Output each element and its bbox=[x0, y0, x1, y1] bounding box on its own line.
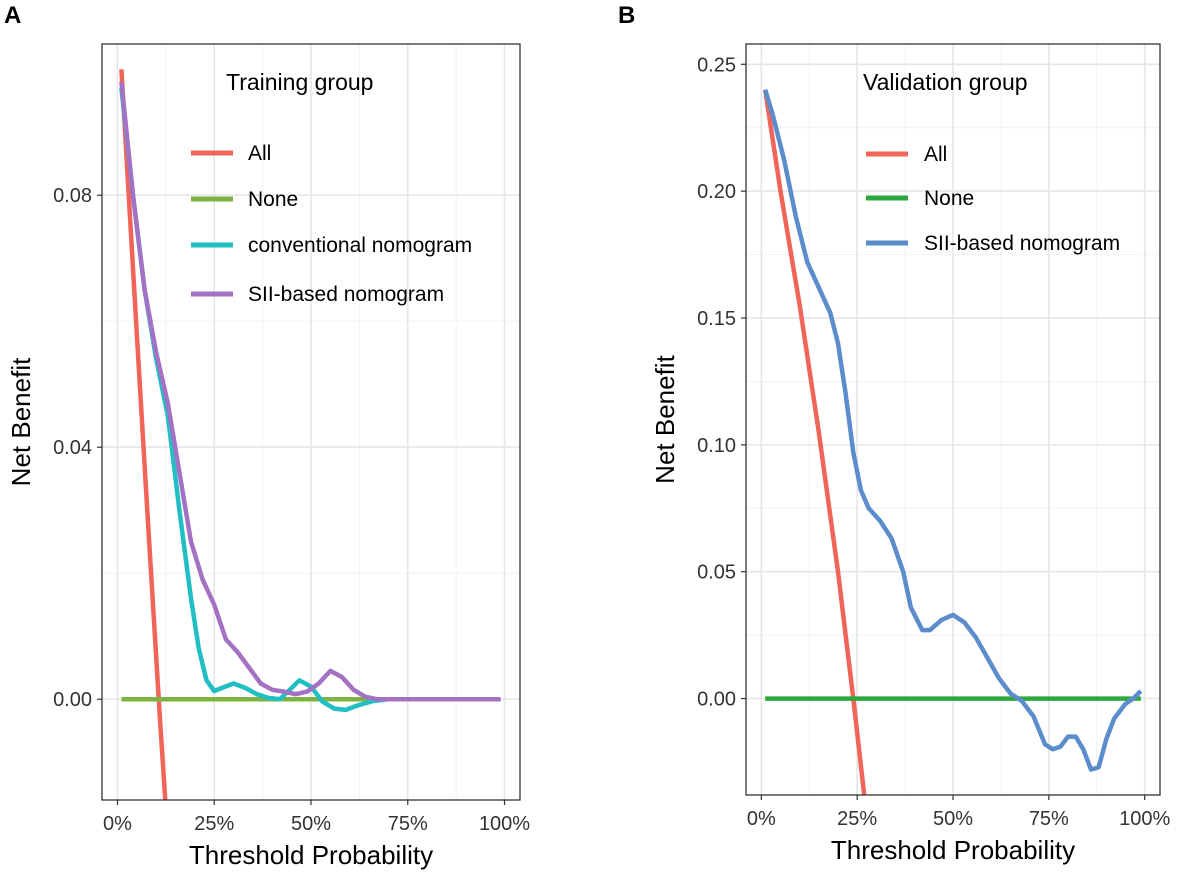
legend-label: None bbox=[248, 188, 298, 211]
legend: Training group All None conventional nomogr… bbox=[191, 69, 472, 306]
series-line-sii-based-nomogram bbox=[119, 81, 501, 702]
x-axis-title: Threshold Probability bbox=[831, 835, 1075, 865]
y-axis-title: Net Benefit bbox=[650, 354, 680, 483]
y-tick-label: 0.04 bbox=[53, 437, 92, 459]
panel-b: 0% 25% 50% 75% 100% 0.00 0.05 0.10 0.15 0.20 0.25 T… bbox=[650, 43, 1170, 865]
y-tick-label: 0.15 bbox=[697, 308, 736, 330]
x-tick-label: 0% bbox=[747, 808, 776, 830]
series-line-sii-based-nomogram bbox=[763, 89, 1143, 772]
x-tick-label: 50% bbox=[291, 813, 331, 835]
legend-label: SII-based nomogram bbox=[248, 283, 444, 306]
y-tick-label: 0.10 bbox=[697, 435, 736, 457]
x-tick-label: 50% bbox=[933, 808, 973, 830]
legend-title: Validation group bbox=[863, 69, 1028, 95]
y-tick-label: 0.05 bbox=[697, 562, 736, 584]
x-tick-label: 75% bbox=[1029, 808, 1069, 830]
panel-label-b: B bbox=[618, 2, 636, 29]
series-group bbox=[762, 89, 1143, 795]
y-tick-label: 0.00 bbox=[53, 689, 92, 711]
series-line-all bbox=[119, 69, 168, 800]
legend-label: All bbox=[248, 142, 271, 165]
x-tick-label: 100% bbox=[479, 813, 530, 835]
legend: Validation group All None SII-based nomogra… bbox=[863, 69, 1120, 255]
y-tick-label: 0.00 bbox=[697, 689, 736, 711]
legend-label: All bbox=[924, 143, 947, 166]
panel-label-a: A bbox=[4, 2, 22, 29]
y-tick-label: 0.20 bbox=[697, 181, 736, 203]
x-tick-label: 25% bbox=[194, 813, 234, 835]
x-tick-label: 0% bbox=[103, 813, 132, 835]
y-tick-label: 0.08 bbox=[53, 185, 92, 207]
series-group bbox=[119, 69, 501, 800]
legend-title: Training group bbox=[226, 69, 373, 95]
y-tick-label: 0.25 bbox=[697, 54, 736, 76]
panel-a: 0% 25% 50% 75% 100% 0.00 0.04 0.08 Threshold Pro… bbox=[6, 43, 530, 870]
x-axis-title: Threshold Probability bbox=[189, 840, 433, 870]
x-tick-label: 25% bbox=[837, 808, 877, 830]
legend-label: SII-based nomogram bbox=[924, 232, 1120, 255]
x-tick-label: 75% bbox=[388, 813, 428, 835]
legend-label: conventional nomogram bbox=[248, 234, 472, 257]
y-axis-title: Net Benefit bbox=[6, 357, 36, 486]
x-tick-label: 100% bbox=[1119, 808, 1170, 830]
legend-label: None bbox=[924, 187, 974, 210]
